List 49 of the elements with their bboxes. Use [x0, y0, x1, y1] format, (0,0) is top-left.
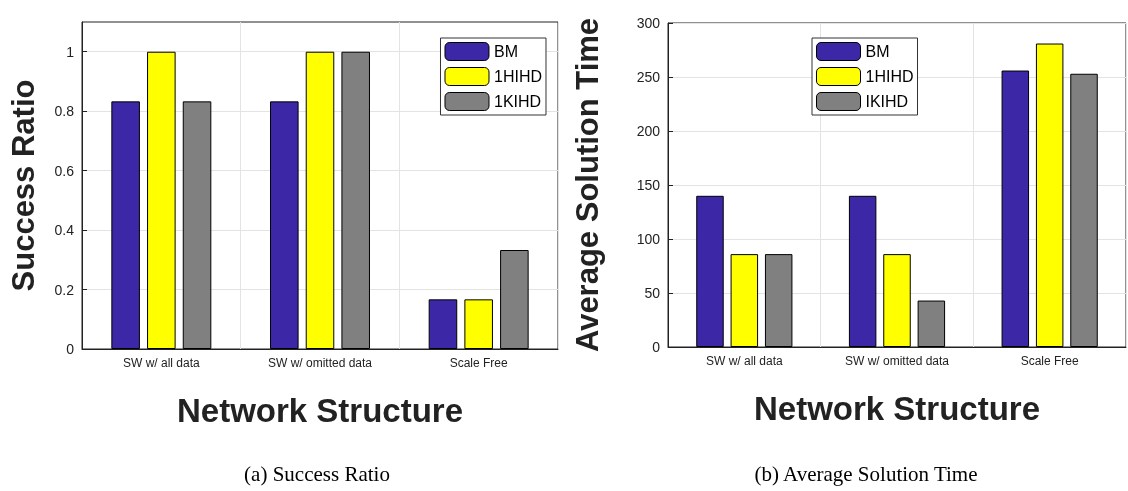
y-tick-label: 1 [66, 43, 75, 60]
bar [1070, 73, 1098, 347]
bar [1035, 43, 1064, 347]
y-tick-label: 0.6 [54, 162, 75, 179]
bar [182, 101, 212, 349]
y-tick-label: 0 [66, 341, 75, 357]
bar [270, 101, 299, 349]
bar [848, 195, 877, 347]
bar [341, 51, 370, 349]
y-tick-label: 250 [636, 69, 661, 85]
x-tick-label: Scale Free [1020, 354, 1079, 368]
legend-label: 1HIHD [865, 68, 914, 85]
y-tick-label: 300 [636, 15, 661, 31]
x-tick-label: Scale Free [449, 356, 508, 370]
bar [464, 299, 493, 349]
y-axis-title: Success Ratio [6, 79, 41, 292]
bar [917, 300, 946, 347]
legend-label: 1HIHD [493, 68, 543, 85]
bar [428, 299, 458, 349]
bar [764, 254, 793, 347]
x-axis-title: Network Structure [753, 390, 1041, 427]
bar [696, 195, 724, 347]
y-tick-label: 200 [636, 123, 661, 139]
y-tick-label: 150 [636, 177, 661, 193]
y-axis-title: Average Solution Time [570, 17, 605, 353]
bar [883, 254, 911, 347]
legend-label: BM [493, 43, 518, 60]
x-tick-label: SW w/ omitted data [267, 356, 373, 370]
legend-label: BM [865, 43, 890, 60]
text: (a) Success Ratio [243, 462, 391, 487]
text: (b) Average Solution Time [753, 462, 979, 487]
y-tick-label: 50 [644, 285, 661, 301]
x-tick-label: SW w/ omitted data [844, 354, 950, 368]
bar [500, 250, 529, 349]
bar [1001, 70, 1030, 347]
y-tick-label: 0 [652, 339, 661, 355]
legend-label: IKIHD [865, 93, 909, 110]
bar [147, 51, 176, 349]
bar [111, 101, 140, 349]
y-tick-label: 0.8 [54, 103, 75, 120]
y-tick-label: 0.2 [54, 281, 75, 298]
y-tick-label: 100 [636, 231, 661, 247]
legend-label: 1KIHD [493, 93, 542, 110]
x-axis-title: Network Structure [176, 392, 464, 429]
x-tick-label: SW w/ all data [705, 354, 783, 368]
x-tick-label: SW w/ all data [122, 356, 200, 370]
y-tick-label: 0.4 [54, 222, 75, 239]
bar [305, 51, 335, 349]
bar [730, 254, 759, 347]
